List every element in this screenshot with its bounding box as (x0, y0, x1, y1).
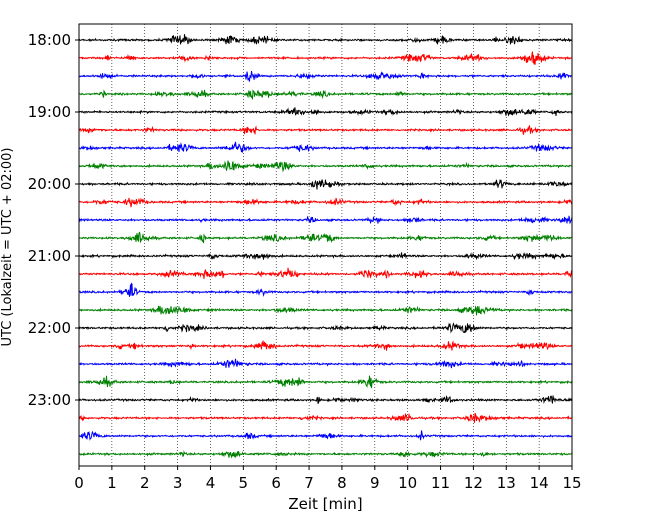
x-tick-label: 15 (562, 474, 581, 492)
trace-line (78, 141, 573, 153)
x-tick-label: 5 (239, 474, 249, 492)
trace-group (78, 34, 573, 459)
trace-line (78, 375, 573, 389)
trace-line (78, 305, 573, 316)
trace-line (78, 197, 573, 208)
x-axis-label: Zeit [min] (288, 495, 362, 513)
trace-line (78, 430, 573, 441)
trace-line (78, 322, 573, 334)
trace-line (78, 107, 573, 117)
y-tick-label: 21:00 (28, 247, 71, 265)
x-tick-label: 2 (140, 474, 150, 492)
trace-line (78, 178, 573, 190)
x-tick-label: 6 (271, 474, 281, 492)
trace-line (78, 251, 573, 261)
x-tick-label: 1 (107, 474, 117, 492)
y-tick-label: 23:00 (28, 391, 71, 409)
trace-line (78, 215, 573, 225)
x-tick-label: 0 (74, 474, 84, 492)
trace-line (78, 267, 573, 280)
y-axis-label: UTC (Lokalzeit = UTC + 02:00) (0, 148, 15, 347)
trace-line (79, 358, 573, 369)
trace-line (78, 231, 573, 244)
trace-line (78, 450, 573, 459)
y-axis-ticks: 18:00 19:00 20:00 21:00 22:00 23:00 (28, 31, 79, 409)
trace-line (78, 51, 573, 65)
y-tick-label: 20:00 (28, 175, 71, 193)
trace-line (78, 340, 573, 351)
x-tick-label: 11 (431, 474, 450, 492)
trace-line (78, 34, 573, 45)
x-tick-label: 14 (530, 474, 549, 492)
x-tick-label: 9 (370, 474, 380, 492)
y-tick-label: 19:00 (28, 103, 71, 121)
x-tick-label: 3 (173, 474, 183, 492)
trace-line (78, 395, 573, 405)
trace-line (78, 160, 573, 173)
x-tick-label: 7 (304, 474, 314, 492)
x-tick-label: 13 (497, 474, 516, 492)
plot-frame (78, 23, 573, 467)
x-tick-label: 4 (206, 474, 216, 492)
trace-line (78, 282, 573, 298)
x-tick-label: 12 (464, 474, 483, 492)
trace-line (78, 70, 573, 82)
x-tick-label: 8 (337, 474, 347, 492)
trace-line (78, 413, 573, 423)
x-axis-ticks: 0 1 2 3 4 5 6 7 8 9 10 11 12 13 14 15 (74, 466, 582, 492)
y-tick-label: 22:00 (28, 319, 71, 337)
trace-line (78, 89, 573, 100)
y-tick-label: 18:00 (28, 31, 71, 49)
x-tick-label: 10 (398, 474, 417, 492)
trace-line (78, 124, 573, 135)
